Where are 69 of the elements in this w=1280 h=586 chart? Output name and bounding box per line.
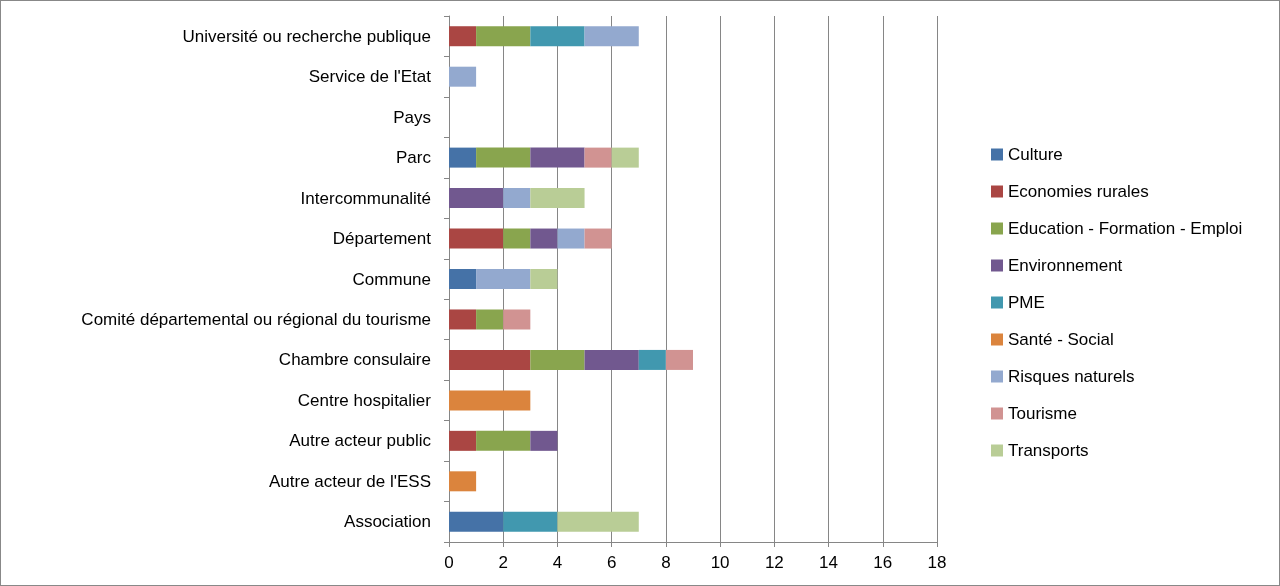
bar [530, 430, 558, 451]
x-tick-label: 2 [498, 553, 508, 572]
legend-label: PME [1008, 293, 1045, 312]
x-tick-label: 10 [710, 553, 730, 572]
legend-label: Culture [1008, 145, 1063, 164]
legend-label: Education - Formation - Emploi [1008, 219, 1243, 238]
x-tick-label: 14 [819, 553, 839, 572]
bar [449, 269, 477, 289]
bar [449, 26, 477, 47]
bar [449, 147, 477, 168]
y-tick-label: Commune [352, 269, 431, 289]
legend-label: Risques naturels [1008, 367, 1135, 386]
y-tick-label: Association [344, 512, 431, 532]
bar [557, 228, 585, 249]
bar [665, 349, 693, 370]
y-tick-label: Autre acteur de l'ESS [269, 471, 431, 491]
bar [449, 390, 531, 411]
bar [476, 309, 504, 330]
x-tick-label: 0 [444, 553, 454, 572]
bar [449, 430, 477, 451]
bar [530, 188, 585, 209]
y-tick-label: Intercommunalité [300, 188, 431, 208]
bar [476, 147, 531, 168]
y-tick-label: Service de l'Etat [308, 67, 432, 87]
x-tick-label: 12 [764, 553, 784, 572]
x-tick-label: 8 [661, 553, 671, 572]
y-tick-label: Pays [393, 107, 431, 127]
y-tick-label: Chambre consulaire [278, 350, 431, 370]
bar [530, 349, 585, 370]
x-tick-label: 16 [873, 553, 893, 572]
bar [449, 228, 504, 249]
bar [584, 147, 612, 168]
legend-label: Economies rurales [1008, 182, 1149, 201]
bar [530, 147, 585, 168]
x-tick-label: 18 [927, 553, 947, 572]
bar [476, 430, 531, 451]
bar [476, 26, 531, 47]
y-tick-label: Centre hospitalier [297, 390, 432, 410]
bar [449, 188, 504, 209]
bar [449, 309, 477, 330]
legend-label: Transports [1008, 441, 1089, 460]
y-tick-label: Département [332, 229, 432, 249]
bar [530, 228, 558, 249]
legend-label: Environnement [1008, 256, 1123, 275]
bar [584, 349, 639, 370]
bar [449, 349, 531, 370]
bar [638, 349, 666, 370]
bar [449, 471, 477, 492]
bar [476, 269, 531, 289]
bar [530, 269, 558, 289]
bar [530, 26, 585, 47]
legend-label: Santé - Social [1008, 330, 1114, 349]
bar [503, 188, 531, 209]
bar [611, 147, 639, 168]
x-tick-label: 6 [606, 553, 617, 572]
y-tick-label: Comité départemental ou régional du tourisme [81, 309, 431, 329]
legend-label: Tourisme [1008, 404, 1077, 423]
bar [584, 26, 639, 47]
y-tick-label: Université ou recherche publique [182, 26, 431, 46]
bar [584, 228, 612, 249]
y-tick-label: Parc [396, 148, 432, 168]
y-tick-label: Autre acteur public [289, 431, 432, 451]
bar [503, 228, 531, 249]
bar [449, 511, 504, 532]
bar [503, 309, 531, 330]
x-tick-label: 4 [552, 553, 563, 572]
bar [503, 511, 558, 532]
bar [557, 511, 639, 532]
bar [449, 66, 477, 87]
